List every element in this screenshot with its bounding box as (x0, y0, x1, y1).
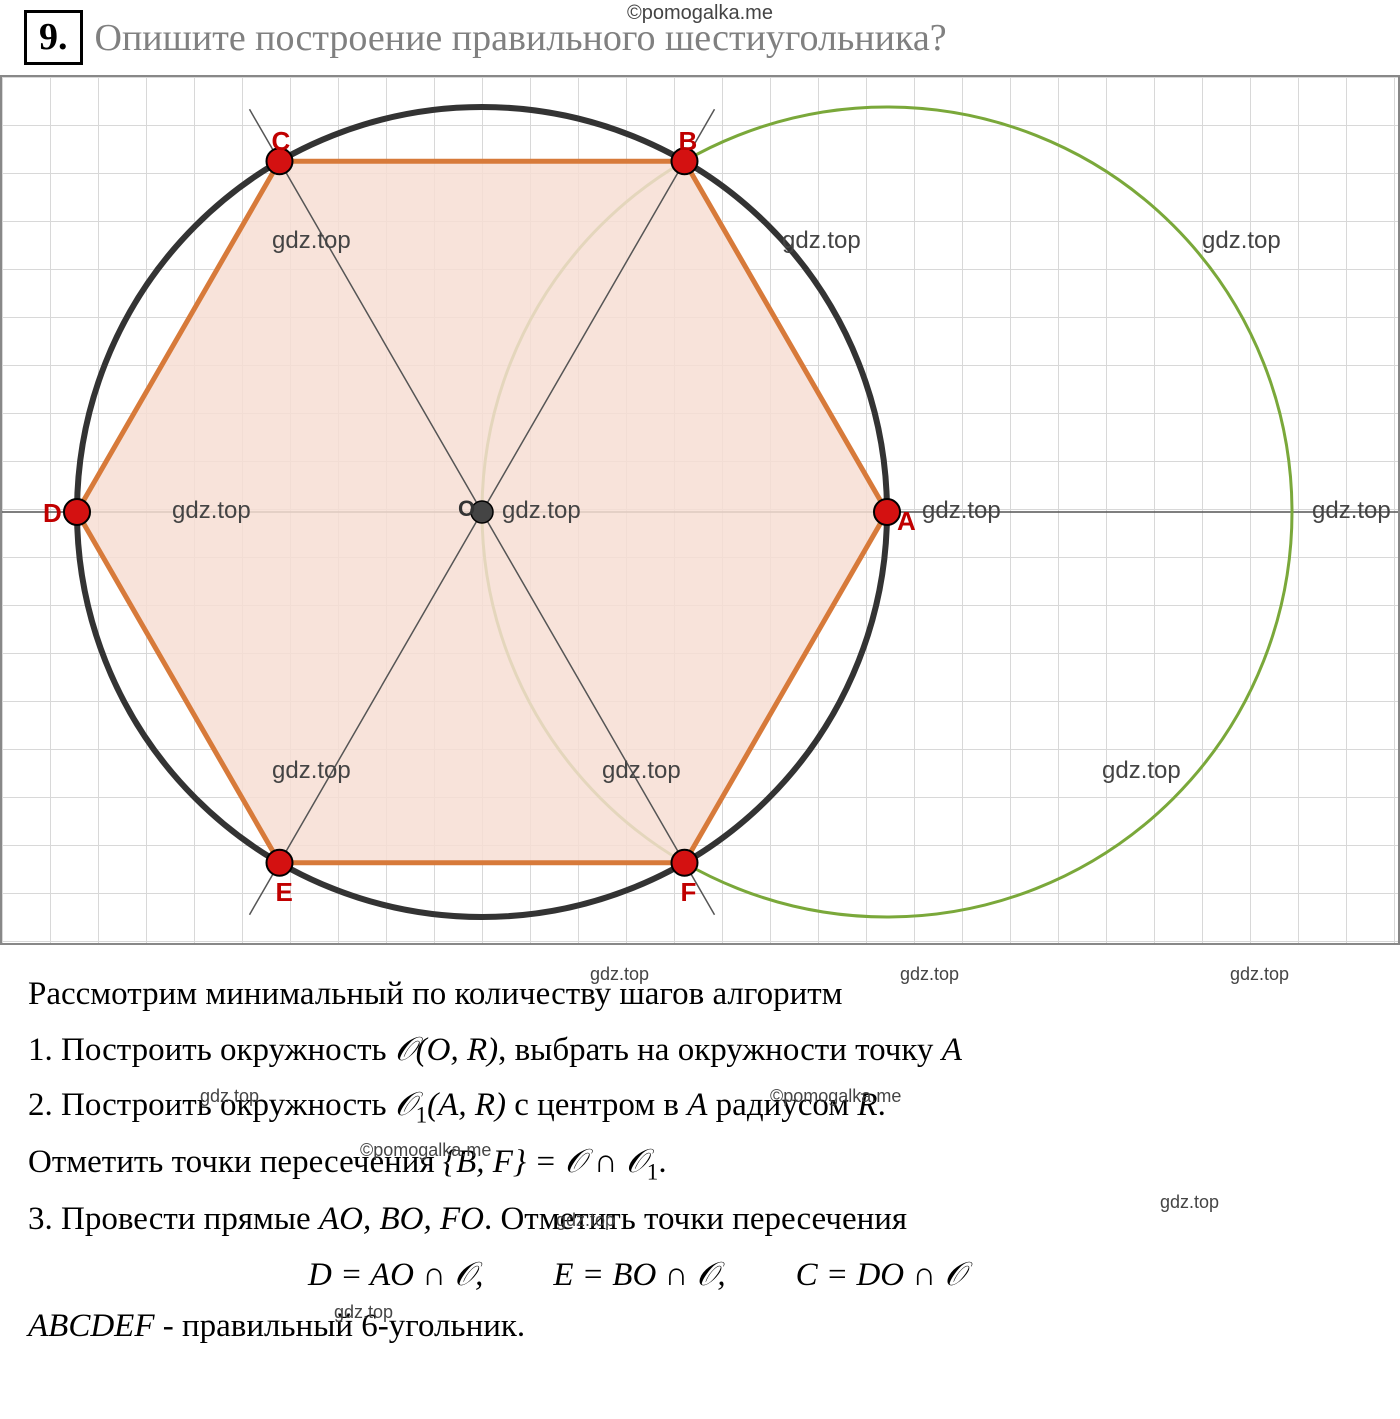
watermark: gdz.top (1230, 961, 1289, 989)
watermark: gdz.top (200, 1083, 259, 1111)
question-text: Опишите построение правильного шестиугол… (95, 16, 947, 60)
watermark: gdz.top (1312, 497, 1391, 525)
watermark: gdz.top (1160, 1189, 1219, 1217)
question-number-box: 9. (24, 10, 83, 65)
math: 𝒪(O, R) (395, 1032, 498, 1068)
watermark: gdz.top (922, 497, 1001, 525)
text: 3. Провести прямые (28, 1201, 319, 1237)
vertex-label-B: B (679, 126, 698, 157)
math-sub: 1 (416, 1101, 428, 1127)
solution-step-2-line2: Отметить точки пересечения {B, F} = 𝒪 ∩ … (28, 1137, 1372, 1190)
eq-E: E = BO ∩ 𝒪, (553, 1250, 725, 1301)
text: 1. Построить окружность (28, 1032, 395, 1068)
watermark: gdz.top (1202, 227, 1281, 255)
equation-row: D = AO ∩ 𝒪, E = BO ∩ 𝒪, C = DO ∩ 𝒪 (28, 1250, 1372, 1301)
vertex-label-C: C (272, 126, 291, 157)
watermark: ©pomogalka.me (770, 1083, 901, 1111)
watermark: ©pomogalka.me (360, 1137, 491, 1165)
math: 𝒪 (395, 1087, 416, 1123)
math: ABCDEF (28, 1308, 154, 1344)
math: AO, BO, FO (319, 1201, 484, 1237)
solution-step-1: 1. Построить окружность 𝒪(O, R), выбрать… (28, 1025, 1372, 1076)
watermark: gdz.top (556, 1207, 615, 1235)
math: A (687, 1087, 707, 1123)
watermark: gdz.top (782, 227, 861, 255)
vertex-label-F: F (681, 877, 697, 908)
solution-intro: Рассмотрим минимальный по количеству шаг… (28, 969, 1372, 1020)
watermark: gdz.top (272, 757, 351, 785)
text: . (658, 1144, 666, 1180)
watermark: gdz.top (172, 497, 251, 525)
vertex-label-E: E (276, 877, 293, 908)
vertex-label-A: A (897, 506, 916, 537)
text: . Отметить точки пересечения (484, 1201, 907, 1237)
watermark: gdz.top (334, 1299, 393, 1327)
eq-D: D = AO ∩ 𝒪, (308, 1250, 483, 1301)
text: , выбрать на окружности точку (498, 1032, 942, 1068)
watermark: gdz.top (1102, 757, 1181, 785)
eq-C: C = DO ∩ 𝒪 (796, 1250, 966, 1301)
copyright-top: ©pomogalka.me (627, 2, 773, 25)
watermark: gdz.top (272, 227, 351, 255)
math-sub: 1 (647, 1159, 659, 1185)
watermark: gdz.top (502, 497, 581, 525)
math: A (942, 1032, 962, 1068)
math: (A, R) (427, 1087, 506, 1123)
solution-final: ABCDEF - правильный 6-угольник. (28, 1301, 1372, 1352)
vertex-label-D: D (43, 498, 62, 529)
watermark: gdz.top (590, 961, 649, 989)
center-label: O (458, 496, 475, 522)
diagram: A B C D E F Ogdz.top gdz.top gdz.top gdz.top gdz.t… (0, 75, 1400, 945)
solution-text: Рассмотрим минимальный по количеству шаг… (0, 945, 1400, 1383)
watermark: gdz.top (602, 757, 681, 785)
watermark: gdz.top (900, 961, 959, 989)
text: с центром в (506, 1087, 687, 1123)
